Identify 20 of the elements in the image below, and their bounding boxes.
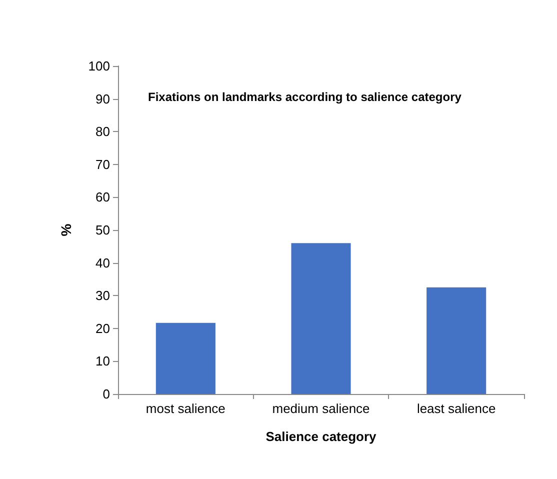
bar — [156, 322, 216, 394]
y-tick-label: 20 — [96, 320, 110, 336]
x-tick-label: least salience — [416, 401, 496, 416]
y-tick-label: 50 — [96, 222, 110, 238]
y-tick-label: 90 — [96, 91, 110, 106]
x-tick-label: medium salience — [272, 401, 370, 416]
y-tick-label: 100 — [88, 58, 110, 74]
y-tick-label: 30 — [96, 288, 110, 304]
bar — [291, 243, 351, 394]
y-tick-label: 80 — [96, 124, 110, 140]
y-tick-label: 70 — [96, 156, 110, 172]
x-axis-title: Salience category — [266, 429, 378, 444]
y-tick-label: 0 — [102, 386, 110, 402]
text: Fixations on landmarks according to salience category — [148, 90, 462, 104]
y-tick-label: 40 — [96, 255, 110, 270]
x-tick-label: most salience — [146, 401, 226, 416]
y-tick-label: 10 — [96, 354, 110, 369]
y-axis-title: % — [58, 223, 74, 236]
y-tick-label: 60 — [96, 190, 110, 205]
bar — [426, 287, 486, 394]
